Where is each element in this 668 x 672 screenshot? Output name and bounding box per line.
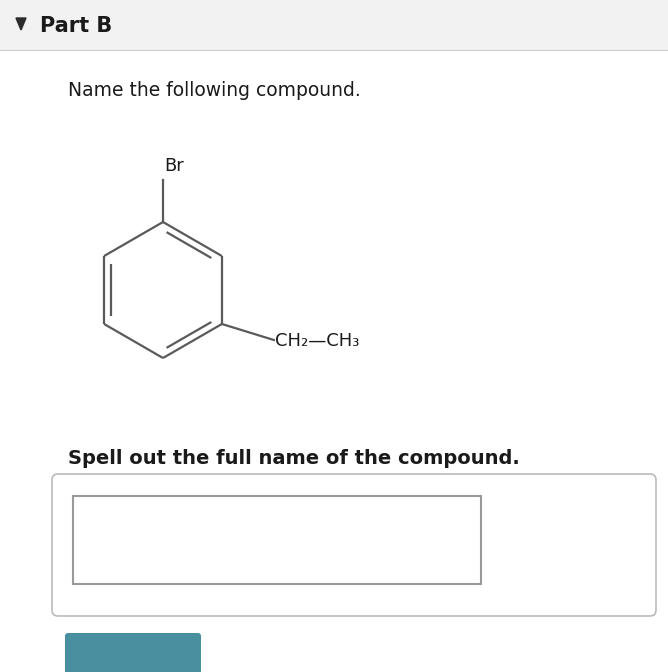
FancyBboxPatch shape: [52, 474, 656, 616]
Polygon shape: [16, 18, 26, 30]
Text: Name the following compound.: Name the following compound.: [68, 81, 361, 99]
Text: Spell out the full name of the compound.: Spell out the full name of the compound.: [68, 448, 520, 468]
Text: Part B: Part B: [40, 16, 112, 36]
FancyBboxPatch shape: [0, 0, 668, 50]
Text: CH₂—CH₃: CH₂—CH₃: [275, 332, 359, 350]
FancyBboxPatch shape: [73, 496, 481, 584]
FancyBboxPatch shape: [65, 633, 201, 672]
Text: Br: Br: [164, 157, 184, 175]
